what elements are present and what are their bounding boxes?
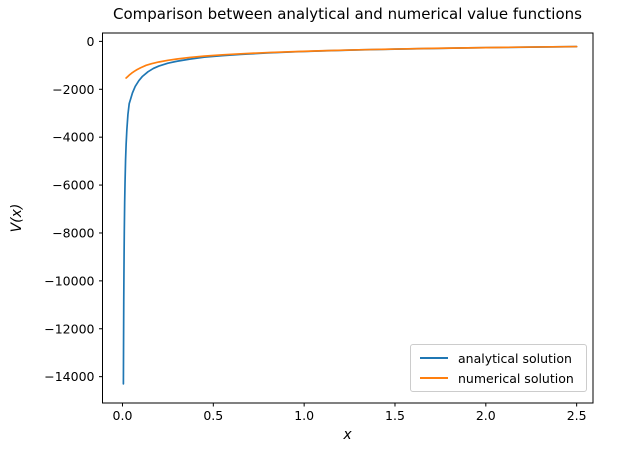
svg-text:2.5: 2.5 (567, 408, 587, 423)
svg-text:1.5: 1.5 (385, 408, 405, 423)
legend-item-numerical: numerical solution (420, 369, 580, 387)
x-axis-label: x (343, 427, 352, 443)
svg-text:−4000: −4000 (52, 130, 94, 145)
legend-line-numerical-swatch (420, 377, 448, 379)
legend: analytical solution numerical solution (410, 344, 587, 392)
svg-text:0: 0 (87, 34, 95, 49)
svg-text:0.5: 0.5 (203, 408, 223, 423)
chart-title: Comparison between analytical and numeri… (113, 5, 582, 23)
svg-text:1.0: 1.0 (294, 408, 314, 423)
legend-line-analytical-swatch (420, 357, 448, 359)
svg-text:−2000: −2000 (52, 82, 94, 97)
svg-text:−12000: −12000 (44, 321, 94, 336)
svg-text:−8000: −8000 (52, 225, 94, 240)
legend-label-analytical: analytical solution (458, 350, 572, 366)
svg-text:−10000: −10000 (44, 273, 94, 288)
svg-text:2.0: 2.0 (476, 408, 496, 423)
svg-text:−6000: −6000 (52, 178, 94, 193)
svg-text:−14000: −14000 (44, 369, 94, 384)
legend-label-numerical: numerical solution (458, 370, 574, 386)
svg-text:0.0: 0.0 (113, 408, 133, 423)
legend-item-analytical: analytical solution (420, 349, 580, 367)
